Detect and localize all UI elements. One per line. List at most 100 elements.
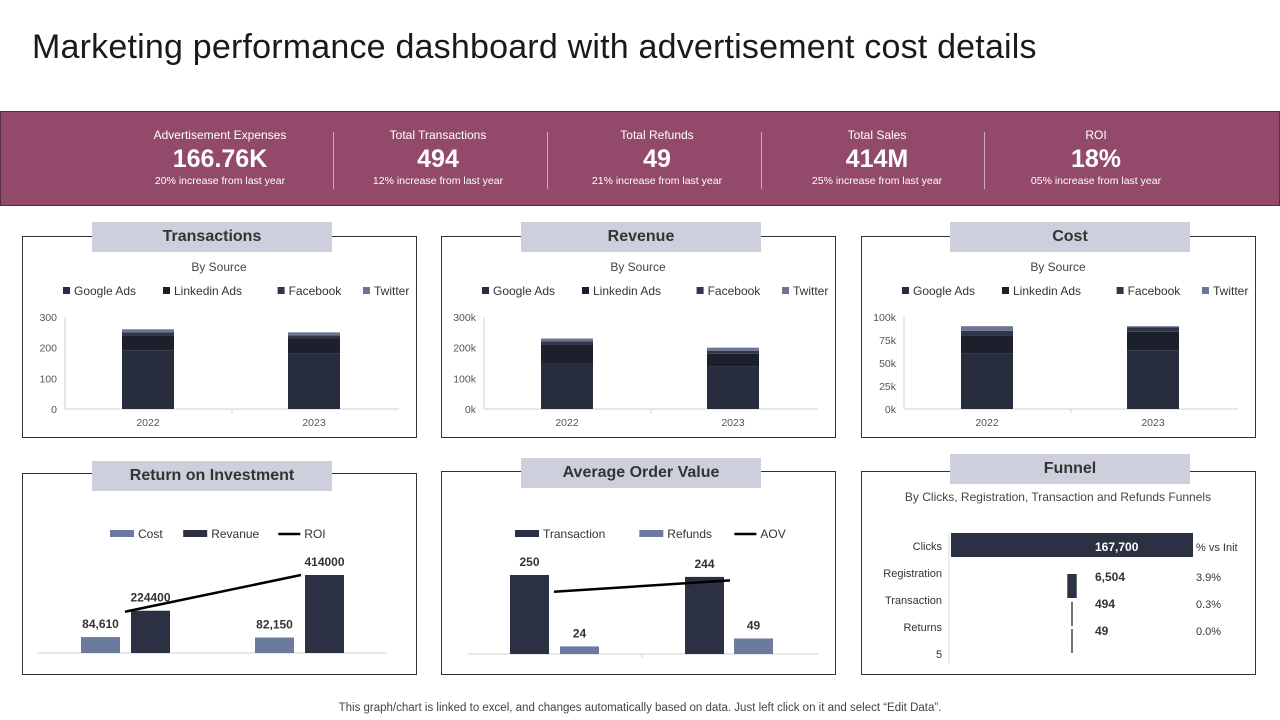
cost-bar (255, 637, 294, 653)
legend-swatch (782, 287, 789, 294)
kpi-total-refunds[interactable]: Total Refunds 49 21% increase from last … (549, 112, 765, 207)
cost-panel: By Source Google Ads Linkedin Ads Facebook T… (861, 236, 1256, 438)
kpi-divider (547, 132, 548, 189)
kpi-roi[interactable]: ROI 18% 05% increase from last year (986, 112, 1206, 207)
legend-label: Twitter (793, 284, 828, 298)
bar-segment (288, 335, 340, 339)
legend-swatch (696, 287, 704, 294)
y-tick-label: 25k (879, 381, 897, 393)
bar-segment (961, 353, 1013, 409)
y-tick-label: 75k (879, 335, 897, 347)
chart-subtitle: By Source (191, 260, 247, 274)
transactions-chart[interactable]: By Source Google Ads Linkedin Ads Facebook T… (23, 237, 416, 437)
funnel-chart[interactable]: By Clicks, Registration, Transaction and… (862, 472, 1255, 674)
roi-chart[interactable]: Cost Revanue ROI 84,610 224400 82,150 414000 (23, 474, 416, 674)
legend-label: Revanue (211, 527, 259, 541)
legend-label: Google Ads (493, 284, 555, 298)
bar-segment (541, 363, 593, 409)
kpi-note: 12% increase from last year (372, 175, 504, 187)
funnel-percent-label: 0.0% (1196, 626, 1221, 638)
kpi-divider (761, 132, 762, 189)
bar-segment (288, 332, 340, 336)
cost-panel-title: Cost (950, 222, 1190, 252)
kpi-label: Total Transactions (389, 128, 487, 142)
kpi-total-sales[interactable]: Total Sales 414M 25% increase from last … (763, 112, 991, 207)
y-tick-label: 50k (879, 358, 897, 370)
kpi-divider (333, 132, 334, 189)
funnel-bar (1067, 574, 1077, 598)
kpi-advertisement-expenses[interactable]: Advertisement Expenses 166.76K 20% incre… (110, 112, 330, 207)
funnel-bar (1071, 602, 1073, 626)
funnel-panel: By Clicks, Registration, Transaction and… (861, 471, 1256, 675)
aov-chart[interactable]: Transaction Refunds AOV 250 24 244 49 (442, 472, 835, 674)
bar-segment (122, 335, 174, 351)
funnel-category-label: Clicks (913, 541, 943, 553)
kpi-note: 05% increase from last year (1030, 175, 1162, 187)
y-tick-label: 100k (873, 312, 897, 324)
y-tick-label: 100k (453, 373, 477, 385)
x-tick-label: 2023 (302, 417, 326, 429)
aov-line (553, 579, 731, 594)
x-tick-label: 2023 (721, 417, 745, 429)
cost-chart[interactable]: By Source Google Ads Linkedin Ads Facebook T… (862, 237, 1255, 437)
kpi-note: 21% increase from last year (591, 175, 723, 187)
chart-subtitle: By Source (1030, 260, 1086, 274)
legend-label: Linkedin Ads (593, 284, 661, 298)
bar-segment (707, 353, 759, 367)
funnel-percent-label: 0.3% (1196, 599, 1221, 611)
funnel-value-label: 49 (1095, 624, 1109, 638)
y-tick-label: 0k (885, 404, 897, 416)
legend-label: AOV (760, 527, 785, 541)
transactions-panel-title: Transactions (92, 222, 332, 252)
legend-label: Google Ads (913, 284, 975, 298)
y-tick-label: 300k (453, 312, 477, 324)
legend-label: ROI (304, 527, 325, 541)
bar-segment (1127, 331, 1179, 351)
legend-label: Facebook (708, 284, 762, 298)
kpi-note: 20% increase from last year (154, 175, 286, 187)
revenue-data-label: 224400 (130, 591, 170, 605)
kpi-label: Total Refunds (620, 128, 694, 142)
bar-segment (122, 332, 174, 336)
bar-segment (1127, 350, 1179, 409)
bar-segment (288, 353, 340, 409)
aov-panel-title: Average Order Value (521, 458, 761, 488)
legend-swatch (363, 287, 370, 294)
kpi-label: Advertisement Expenses (153, 128, 287, 142)
transaction-data-label: 244 (694, 557, 714, 571)
kpi-band: Advertisement Expenses 166.76K 20% incre… (0, 111, 1280, 206)
legend-label: Transaction (543, 527, 605, 541)
funnel-category-label: Transaction (885, 595, 942, 607)
revenue-data-label: 414000 (304, 555, 344, 569)
funnel-bar (1071, 629, 1073, 653)
funnel-bar (951, 533, 1193, 557)
funnel-category-label: Registration (883, 568, 942, 580)
legend-swatch (163, 287, 170, 294)
legend-label: Twitter (374, 284, 409, 298)
transactions-panel: By Source Google Ads Linkedin Ads Facebook T… (22, 236, 417, 438)
legend-label: Linkedin Ads (1013, 284, 1081, 298)
kpi-total-transactions[interactable]: Total Transactions 494 12% increase from… (335, 112, 541, 207)
chart-subtitle: By Source (610, 260, 666, 274)
column-header: % vs Init (1196, 542, 1238, 554)
bar-segment (288, 338, 340, 354)
legend-swatch (1002, 287, 1009, 294)
revenue-panel: By Source Google Ads Linkedin Ads Facebook T… (441, 236, 836, 438)
revenue-bar (131, 610, 170, 653)
x-tick-label: 2022 (975, 417, 999, 429)
revenue-chart[interactable]: By Source Google Ads Linkedin Ads Facebook T… (442, 237, 835, 437)
bar-segment (1127, 326, 1179, 328)
bar-segment (541, 344, 593, 363)
bar-segment (707, 347, 759, 351)
y-tick-label: 100 (39, 373, 57, 385)
legend-swatch (183, 530, 208, 537)
bar-segment (1127, 327, 1179, 332)
refunds-data-label: 49 (747, 619, 761, 633)
legend-swatch (63, 287, 70, 294)
kpi-divider (984, 132, 985, 189)
bar-segment (122, 329, 174, 333)
funnel-panel-title: Funnel (950, 454, 1190, 484)
aov-panel: Transaction Refunds AOV 250 24 244 49 (441, 471, 836, 675)
refunds-data-label: 24 (573, 626, 587, 640)
funnel-category-label: Returns (903, 622, 942, 634)
